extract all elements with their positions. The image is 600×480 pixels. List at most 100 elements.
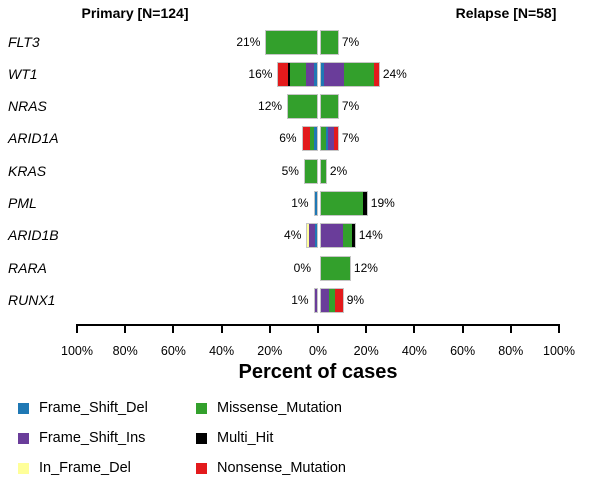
primary-bar [301, 126, 318, 151]
mutation-segment-frame_shift_del [314, 192, 317, 215]
mutation-segment-missense_mutation [321, 31, 338, 54]
relapse-pct-label: 7% [341, 35, 360, 49]
mutation-segment-missense_mutation [329, 289, 336, 312]
gene-row: PML 1% 19% [0, 191, 600, 216]
mutation-segment-frame_shift_ins [324, 63, 345, 86]
primary-pct-label: 1% [291, 293, 309, 307]
axis-tick-label: 100% [543, 344, 575, 358]
axis-tick-label: 40% [209, 344, 235, 358]
relapse-bar [320, 30, 339, 55]
primary-pct-label: 0% [293, 261, 311, 275]
axis-tick-label: 80% [112, 344, 138, 358]
mutation-segment-frame_shift_del [321, 63, 325, 86]
gene-label: PML [8, 195, 37, 211]
mutation-segment-missense_mutation [344, 63, 374, 86]
primary-bar [313, 191, 318, 216]
primary-pct-label: 21% [236, 35, 261, 49]
mutation-segment-missense_mutation [321, 127, 326, 150]
gene-label: NRAS [8, 98, 47, 114]
relapse-bar [320, 288, 344, 313]
mutation-segment-frame_shift_del [314, 63, 317, 86]
mutation-segment-missense_mutation [342, 224, 352, 247]
legend-item: Missense_Mutation [196, 400, 342, 416]
relapse-pct-label: 19% [370, 196, 395, 210]
mutation-segment-missense_mutation [321, 257, 350, 280]
relapse-cohort-title: Relapse [N=58] [455, 5, 557, 21]
relapse-bar [320, 191, 368, 216]
relapse-pct-label: 12% [353, 261, 378, 275]
primary-bar [306, 223, 318, 248]
gene-label: KRAS [8, 163, 47, 179]
mutation-segment-frame_shift_ins [305, 63, 315, 86]
axis-tick [220, 324, 223, 333]
legend-swatch-multi_hit [196, 432, 207, 444]
primary-pct-label: 12% [258, 99, 283, 113]
mutation-segment-frame_shift_del [325, 127, 329, 150]
mutation-segment-missense_mutation [266, 31, 317, 54]
gene-row: WT1 16% 24% [0, 62, 600, 87]
legend-item: Frame_Shift_Ins [18, 430, 145, 446]
legend-label: Nonsense_Mutation [217, 460, 346, 476]
legend-label: Frame_Shift_Del [39, 400, 148, 416]
axis-tick [413, 324, 416, 333]
mutation-segment-frame_shift_ins [309, 224, 315, 247]
mutation-segment-missense_mutation [321, 160, 326, 183]
axis-tick-label: 100% [61, 344, 93, 358]
primary-pct-label: 1% [291, 196, 309, 210]
axis-tick [268, 324, 271, 333]
primary-pct-label: 16% [248, 67, 273, 81]
axis-tick-label: 60% [450, 344, 476, 358]
gene-row: FLT3 21% 7% [0, 30, 600, 55]
legend-item: Nonsense_Mutation [196, 460, 346, 476]
legend-item: Multi_Hit [196, 430, 273, 446]
mutation-segment-nonsense_mutation [334, 127, 338, 150]
primary-pct-label: 4% [284, 228, 302, 242]
axis-tick-label: 60% [160, 344, 186, 358]
axis-tick [124, 324, 127, 333]
legend-swatch-nonsense_mutation [196, 462, 207, 474]
axis-tick [365, 324, 368, 333]
mutation-segment-frame_shift_ins [328, 127, 335, 150]
gene-label: RARA [8, 260, 47, 276]
legend-swatch-missense_mutation [196, 402, 207, 414]
relapse-pct-label: 2% [329, 164, 348, 178]
mutation-segment-missense_mutation [321, 95, 338, 118]
axis-tick [76, 324, 78, 333]
primary-bar [313, 288, 318, 313]
axis-tick-label: 0% [308, 344, 328, 358]
relapse-bar [320, 223, 356, 248]
axis-tick-label: 40% [401, 344, 427, 358]
mutation-segment-nonsense_mutation [278, 63, 288, 86]
axis-tick-label: 20% [353, 344, 379, 358]
x-axis-title: Percent of cases [238, 361, 398, 383]
mutation-segment-frame_shift_ins [321, 289, 330, 312]
primary-bar [277, 62, 318, 87]
legend-swatch-frame_shift_ins [18, 432, 29, 444]
gene-row: NRAS 12% 7% [0, 94, 600, 119]
legend-item: Frame_Shift_Del [18, 400, 148, 416]
gene-label: WT1 [8, 66, 38, 82]
relapse-pct-label: 14% [358, 228, 383, 242]
legend-label: Frame_Shift_Ins [39, 430, 146, 446]
gene-row: RARA 0% 12% [0, 256, 600, 281]
mutation-segment-nonsense_mutation [335, 289, 343, 312]
relapse-bar [320, 159, 327, 184]
legend-label: Missense_Mutation [217, 400, 342, 416]
mutation-segment-missense_mutation [288, 95, 317, 118]
legend-swatch-in_frame_del [18, 462, 29, 474]
gene-row: ARID1A 6% 7% [0, 126, 600, 151]
relapse-pct-label: 9% [346, 293, 365, 307]
primary-bar [287, 94, 318, 119]
primary-bar [303, 159, 318, 184]
mutation-segment-multi_hit [351, 224, 355, 247]
mutation-segment-in_frame_del [307, 224, 310, 247]
relapse-bar [320, 256, 351, 281]
mutation-segment-nonsense_mutation [373, 63, 379, 86]
axis-tick-label: 20% [257, 344, 283, 358]
mutation-segment-missense_mutation [304, 160, 317, 183]
mutation-segment-nonsense_mutation [302, 127, 310, 150]
relapse-pct-label: 24% [382, 67, 407, 81]
primary-bar [265, 30, 318, 55]
mutation-segment-frame_shift_ins [314, 289, 317, 312]
